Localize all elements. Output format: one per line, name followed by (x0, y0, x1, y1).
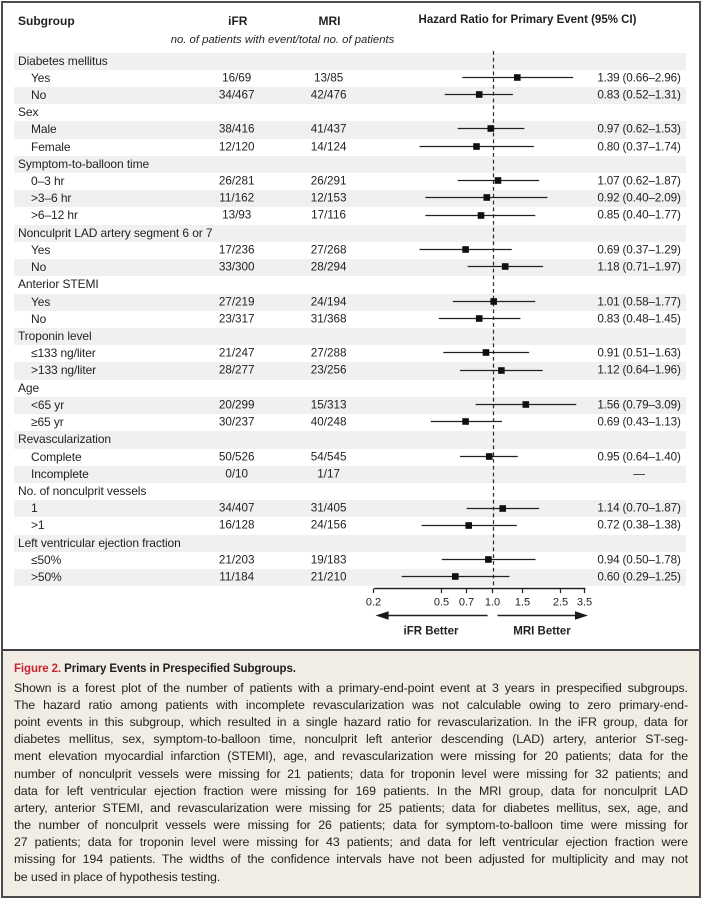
svg-text:iFR Better: iFR Better (404, 626, 459, 638)
svg-text:0.2: 0.2 (366, 597, 381, 609)
svg-text:0.5: 0.5 (434, 597, 449, 609)
svg-text:MRI Better: MRI Better (513, 626, 571, 638)
svg-text:1.5: 1.5 (515, 597, 530, 609)
svg-text:3.5: 3.5 (577, 597, 592, 609)
svg-text:0.7: 0.7 (459, 597, 474, 609)
svg-text:1.0: 1.0 (485, 597, 500, 609)
svg-text:2.5: 2.5 (553, 597, 568, 609)
